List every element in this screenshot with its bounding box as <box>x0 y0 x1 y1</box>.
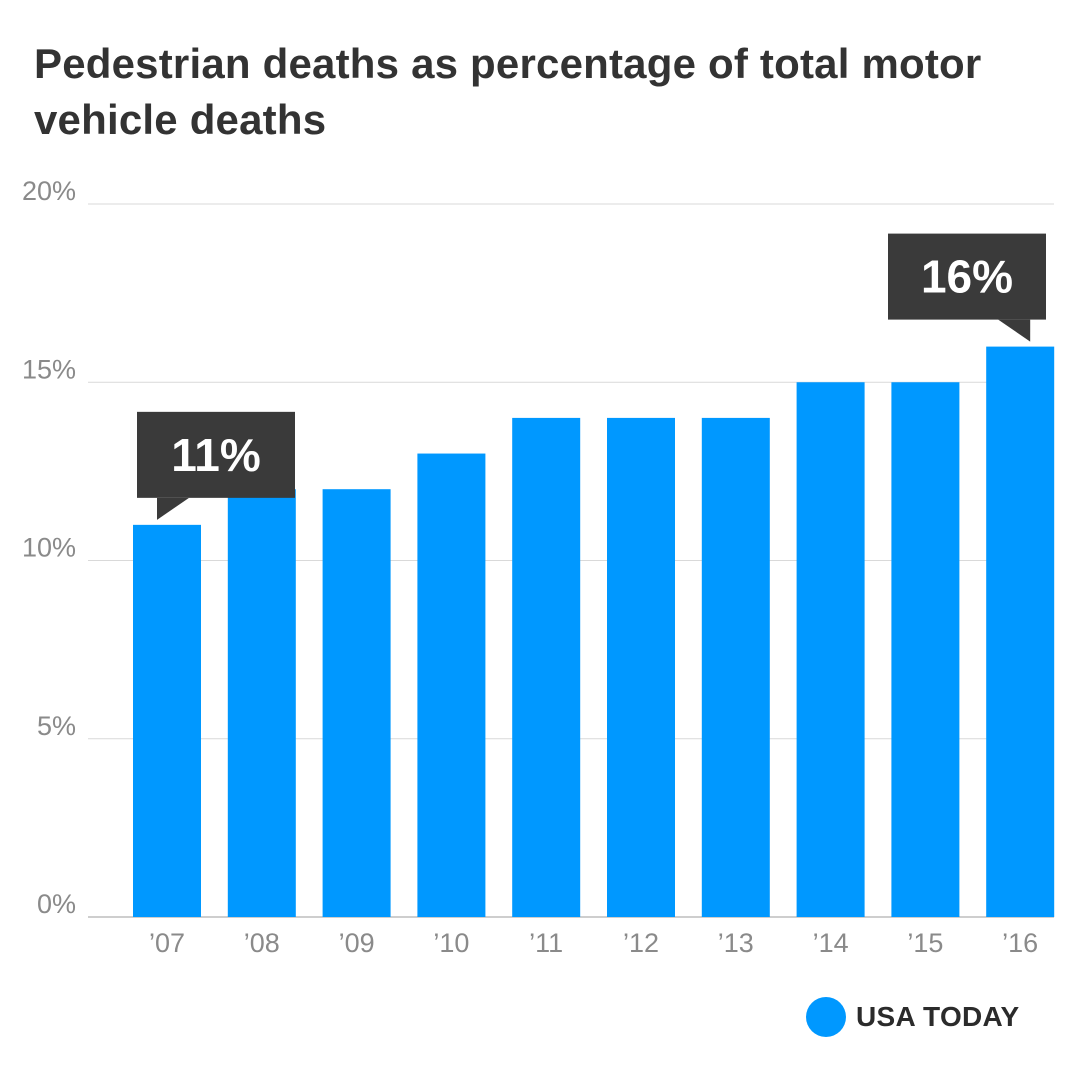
brand-dot-icon <box>806 997 846 1037</box>
callout-pointer <box>157 497 189 520</box>
bar <box>133 524 201 917</box>
bar <box>227 489 296 917</box>
x-tick-label: ’08 <box>244 928 280 958</box>
brand-name: USA TODAY <box>856 1001 1020 1032</box>
x-tick-label: ’09 <box>339 928 375 958</box>
x-tick-label: ’16 <box>1002 928 1038 958</box>
bar <box>512 417 581 917</box>
x-tick-label: ’14 <box>813 928 849 958</box>
x-tick-label: ’10 <box>433 928 469 958</box>
y-tick-label: 10% <box>22 533 76 563</box>
bar <box>607 417 675 917</box>
bar <box>417 453 486 917</box>
x-tick-label: ’15 <box>907 928 943 958</box>
bar <box>701 417 770 917</box>
callout-box <box>888 233 1046 320</box>
x-tick-label: ’07 <box>149 928 185 958</box>
chart-title: Pedestrian deaths as percentage of total… <box>34 40 982 143</box>
data-label: 11% <box>171 429 261 481</box>
y-tick-label: 20% <box>22 176 76 206</box>
callout-pointer <box>998 319 1031 342</box>
callout-box <box>137 411 295 498</box>
bar <box>986 346 1055 918</box>
bar <box>322 489 391 917</box>
y-tick-label: 0% <box>37 889 76 919</box>
x-axis-ticks: ’07 ’08 ’09 ’10 ’11 ’12 ’13 ’14 ’15 ’16 <box>149 928 1038 958</box>
x-tick-label: ’12 <box>623 928 659 958</box>
bar <box>796 382 865 917</box>
y-tick-label: 15% <box>22 354 76 384</box>
x-tick-label: ’11 <box>529 928 563 958</box>
bar <box>891 382 960 917</box>
data-label: 16% <box>921 251 1013 303</box>
y-axis-ticks: 0% 5% 10% 15% 20% <box>22 176 76 919</box>
bars <box>133 346 1055 918</box>
x-tick-label: ’13 <box>718 928 754 958</box>
y-tick-label: 5% <box>37 711 76 741</box>
brand-logo: USA TODAY <box>806 996 1019 1038</box>
callouts: 11% 16% <box>137 233 1046 520</box>
